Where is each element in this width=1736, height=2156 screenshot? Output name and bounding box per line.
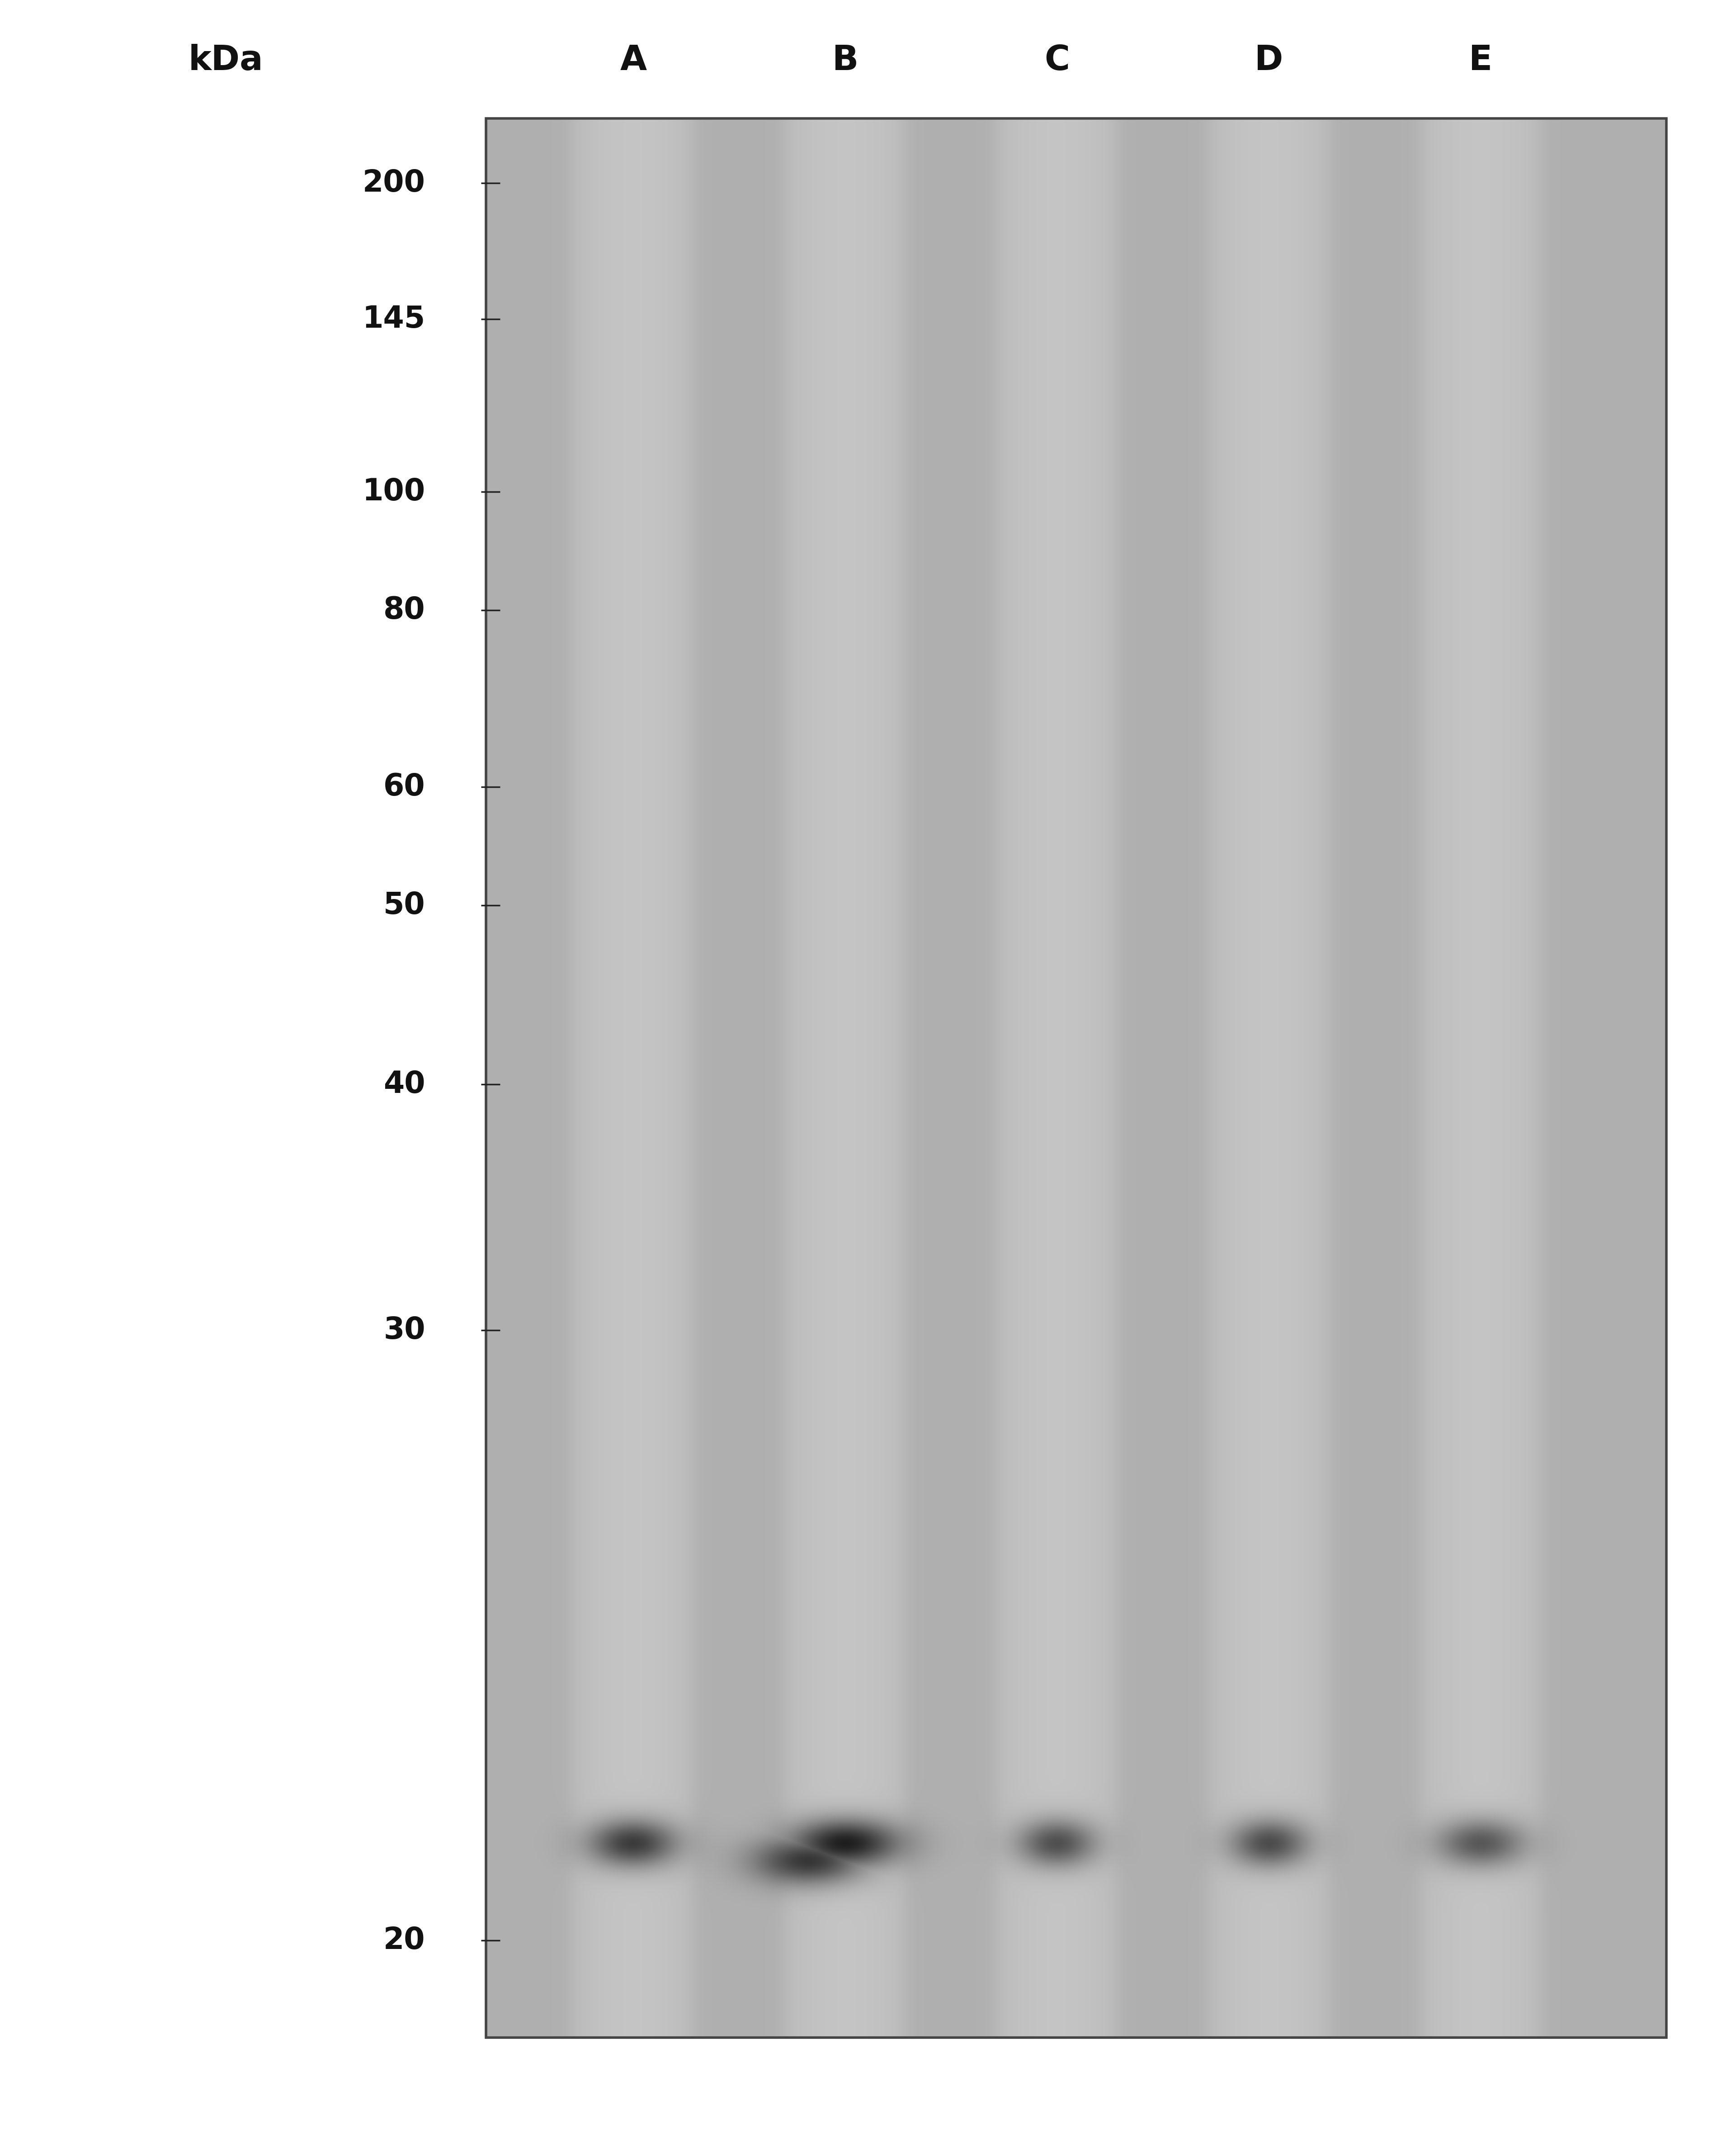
Text: 145: 145 — [363, 304, 425, 334]
Text: E: E — [1469, 43, 1493, 78]
Text: 80: 80 — [384, 595, 425, 625]
Text: B: B — [832, 43, 859, 78]
Text: 60: 60 — [384, 772, 425, 802]
Text: A: A — [620, 43, 648, 78]
Text: C: C — [1045, 43, 1069, 78]
Bar — [486, 119, 1667, 2037]
Text: 200: 200 — [363, 168, 425, 198]
Text: 30: 30 — [384, 1315, 425, 1345]
Text: 40: 40 — [384, 1069, 425, 1100]
Text: 50: 50 — [384, 890, 425, 921]
Text: 20: 20 — [384, 1925, 425, 1955]
Text: kDa: kDa — [187, 43, 264, 78]
Text: 100: 100 — [363, 476, 425, 507]
Text: D: D — [1255, 43, 1283, 78]
